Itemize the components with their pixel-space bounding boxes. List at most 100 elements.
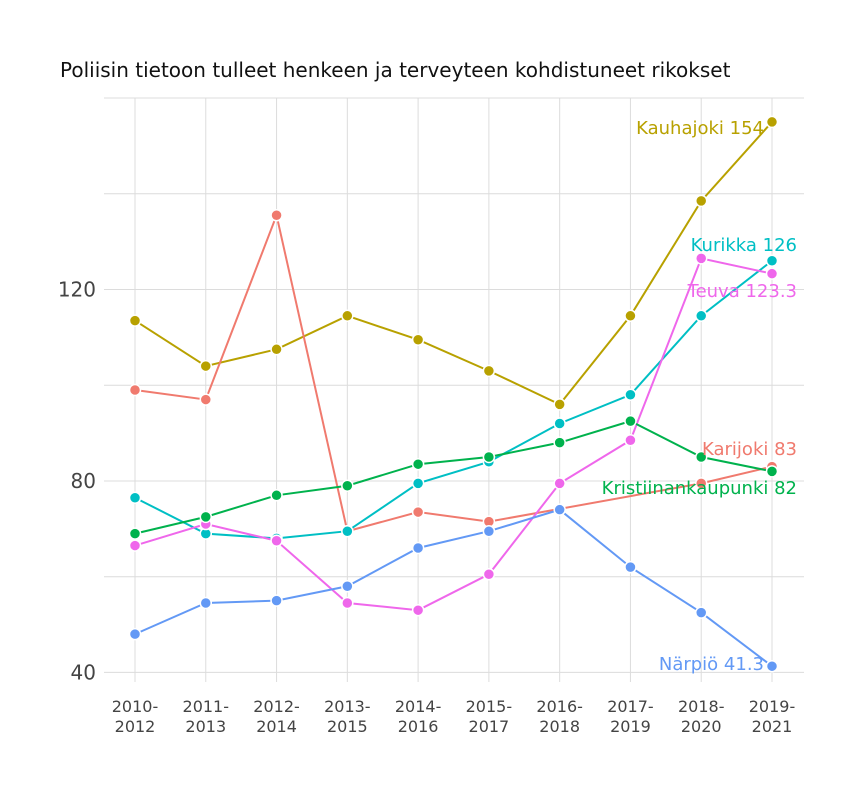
series-kurikka (128, 254, 779, 545)
x-tick-label-line: 2019 (610, 717, 651, 736)
x-tick-label: 2015-2017 (466, 697, 513, 736)
data-point-teuva (341, 596, 354, 610)
data-point-teuva (765, 267, 779, 280)
x-tick-label-line: 2020 (681, 717, 722, 736)
x-tick-label: 2016-2018 (536, 697, 583, 736)
data-point-n-rpi- (765, 659, 779, 673)
data-point-kauhajoki (624, 309, 637, 323)
y-tick-label: 40 (71, 660, 96, 684)
x-tick-label: 2010-2012 (112, 697, 159, 736)
x-tick-label-line: 2016- (536, 697, 583, 716)
x-tick-label: 2018-2020 (678, 697, 725, 736)
grid-layer (104, 97, 804, 682)
data-point-teuva (482, 568, 496, 581)
x-tick-label-line: 2015- (466, 697, 513, 716)
x-tick-label-line: 2011- (183, 697, 230, 716)
x-tick-label-line: 2014- (395, 697, 442, 716)
x-tick-label-line: 2016 (398, 717, 439, 736)
series-kristiinankaupunki (128, 414, 779, 540)
x-tick-label-line: 2015 (327, 717, 368, 736)
data-point-teuva (624, 434, 637, 447)
x-tick-label: 2012-2014 (253, 697, 300, 736)
data-point-teuva (128, 539, 142, 552)
x-tick-label: 2011-2013 (183, 697, 230, 736)
data-point-karijoki (411, 505, 425, 519)
end-label-n-rpi-: Närpiö 41.3 (659, 654, 764, 675)
data-point-teuva (411, 603, 425, 617)
data-point-kauhajoki (341, 309, 354, 323)
data-point-n-rpi- (199, 596, 213, 610)
data-point-kauhajoki (765, 115, 779, 129)
x-tick-label: 2013-2015 (324, 697, 371, 736)
data-point-kristiinankaupunki (624, 414, 637, 428)
data-point-kauhajoki (199, 359, 213, 373)
data-point-n-rpi- (270, 594, 283, 607)
chart-title: Poliisin tietoon tulleet henkeen ja terv… (60, 58, 731, 82)
data-point-n-rpi- (694, 606, 708, 619)
x-tick-label-line: 2013 (185, 717, 226, 736)
end-label-karijoki: Karijoki 83 (702, 439, 797, 460)
data-point-kristiinankaupunki (482, 450, 496, 464)
axis-layer: 40801202010-20122011-20132012-20142013-2… (58, 277, 795, 736)
x-tick-label-line: 2019- (749, 697, 796, 716)
data-point-kauhajoki (411, 333, 425, 346)
series-teuva (128, 252, 779, 617)
series-line-karijoki (134, 211, 773, 533)
end-label-kauhajoki: Kauhajoki 154 (636, 118, 764, 139)
data-point-n-rpi- (411, 541, 425, 555)
data-point-kauhajoki (482, 364, 496, 378)
data-point-kurikka (128, 491, 142, 504)
x-tick-label: 2014-2016 (395, 697, 442, 736)
data-point-kristiinankaupunki (128, 527, 142, 540)
x-tick-label-line: 2012- (253, 697, 300, 716)
data-point-kurikka (694, 309, 708, 323)
data-point-kristiinankaupunki (553, 436, 566, 449)
data-point-kauhajoki (694, 194, 708, 208)
x-tick-label-line: 2012 (115, 717, 156, 736)
data-point-kristiinankaupunki (694, 450, 708, 464)
data-point-n-rpi- (341, 580, 354, 593)
end-label-teuva: Teuva 123.3 (687, 281, 797, 302)
x-tick-label-line: 2010- (112, 697, 159, 716)
series-line-kauhajoki (134, 121, 773, 406)
y-tick-label: 120 (58, 277, 96, 301)
x-tick-label-line: 2017- (607, 697, 654, 716)
data-point-kristiinankaupunki (411, 457, 425, 471)
x-tick-label-line: 2013- (324, 697, 371, 716)
data-point-kauhajoki (553, 398, 566, 411)
series-n-rpi- (128, 503, 779, 673)
x-tick-label: 2019-2021 (749, 697, 796, 736)
data-point-kurikka (341, 524, 354, 538)
x-tick-label-line: 2014 (256, 717, 297, 736)
data-point-kurikka (765, 254, 779, 268)
data-point-karijoki (694, 477, 708, 490)
data-point-kauhajoki (128, 314, 142, 327)
data-point-karijoki (270, 209, 283, 222)
end-label-kristiinankaupunki: Kristiinankaupunki 82 (602, 478, 797, 499)
data-point-kristiinankaupunki (765, 465, 779, 478)
data-point-teuva (553, 477, 566, 490)
end-label-kurikka: Kurikka 126 (691, 235, 797, 256)
data-point-kristiinankaupunki (199, 510, 213, 524)
x-tick-label-line: 2018- (678, 697, 725, 716)
series-line-kurikka (134, 259, 773, 540)
data-point-n-rpi- (482, 524, 496, 538)
x-tick-label-line: 2017 (469, 717, 510, 736)
data-point-n-rpi- (624, 560, 637, 574)
x-tick-label-line: 2018 (539, 717, 580, 736)
series-line-n-rpi- (134, 508, 773, 668)
data-point-teuva (694, 252, 708, 265)
x-tick-label: 2017-2019 (607, 697, 654, 736)
x-tick-label-line: 2021 (752, 717, 793, 736)
data-point-n-rpi- (553, 503, 566, 516)
data-point-karijoki (128, 383, 142, 397)
data-point-kristiinankaupunki (341, 479, 354, 492)
y-tick-label: 80 (71, 469, 96, 493)
data-point-kurikka (624, 388, 637, 402)
series-layer (128, 115, 779, 673)
series-kauhajoki (128, 115, 779, 411)
data-point-kristiinankaupunki (270, 489, 283, 502)
data-point-karijoki (199, 393, 213, 406)
